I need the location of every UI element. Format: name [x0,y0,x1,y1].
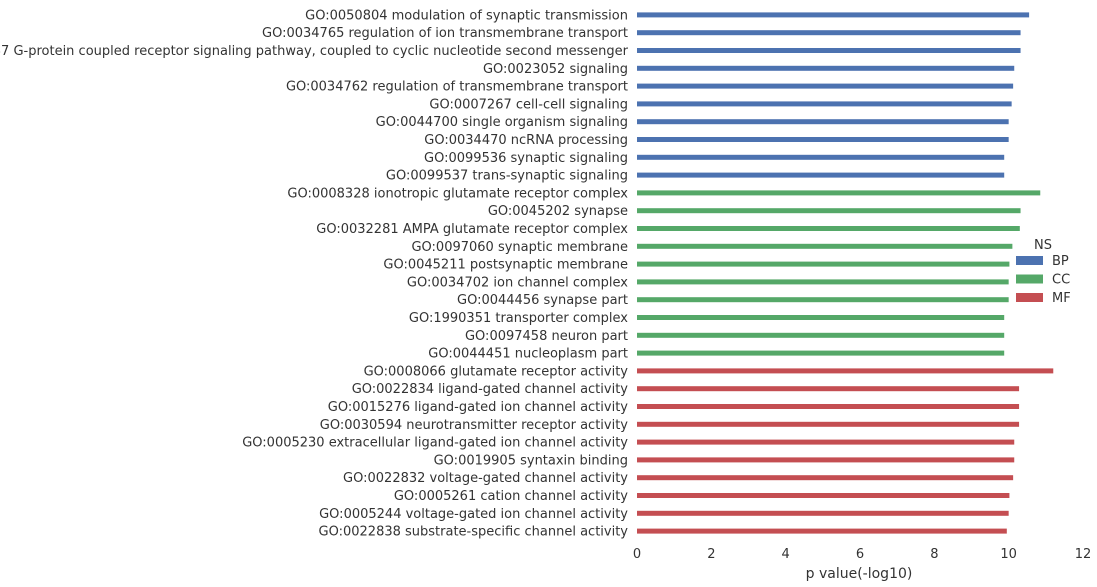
category-label: GO:0005230 extracellular ligand-gated io… [242,436,628,451]
bar [637,386,1020,392]
bar [637,475,1014,481]
x-tick-label: 6 [856,547,864,562]
bar [637,12,1030,18]
x-tick-label: 0 [633,547,641,562]
bar [637,528,1007,534]
bar [637,332,1005,338]
x-tick-label: 2 [707,547,715,562]
bar [637,119,1009,125]
category-label: GO:0099537 trans-synaptic signaling [386,169,628,184]
legend-swatch [1016,274,1043,284]
bar [637,172,1005,178]
legend-label: MF [1052,291,1071,306]
category-label: GO:1990351 transporter complex [409,311,628,326]
bar [637,279,1009,285]
category-label: GO:0045202 synapse [488,204,628,219]
bar [637,439,1015,445]
category-label: GO:0019905 syntaxin binding [434,453,628,468]
x-tick-label: 4 [782,547,790,562]
x-tick-label: 12 [1075,547,1092,562]
category-label: GO:0034762 regulation of transmembrane t… [286,80,628,95]
category-label: GO:0022838 substrate-specific channel ac… [319,525,629,540]
category-label: GO:0008066 glutamate receptor activity [364,364,629,379]
bar [637,315,1005,320]
legend-title: NS [1034,238,1052,253]
bar [637,65,1015,71]
category-label: GO:0005244 voltage-gated ion channel act… [319,507,628,522]
x-ticks-group: 0 2 4 6 8 10 12 [633,547,1091,562]
bar [637,457,1015,463]
legend-swatch [1016,256,1043,265]
bar [637,101,1012,107]
bar [637,30,1021,36]
bar [637,48,1021,53]
category-label: GO:0022832 voltage-gated channel activit… [343,471,628,486]
bar [637,190,1041,196]
bar [637,493,1010,498]
bar [637,243,1013,249]
x-axis-label: p value(-log10) [806,566,913,582]
bar [637,83,1014,89]
bar [637,137,1009,142]
legend-label: BP [1052,254,1069,269]
category-label: GO:0005261 cation channel activity [394,489,628,504]
bar [637,154,1005,160]
bar [637,208,1021,214]
bar [637,226,1020,231]
category-label: GO:0022834 ligand-gated channel activity [352,382,629,397]
x-tick-label: 8 [930,547,938,562]
x-tick-label: 10 [1000,547,1017,562]
category-labels-group: GO:0050804 modulation of synaptic transm… [0,8,629,539]
category-label: GO:0034702 ion channel complex [407,275,628,290]
category-label: GO:0097060 synaptic membrane [411,240,628,255]
bar [637,404,1020,409]
category-label: GO:0097458 neuron part [465,329,628,344]
category-label: GO:0007187 G-protein coupled receptor si… [0,44,629,59]
bar [637,350,1005,356]
bar [637,368,1054,374]
category-label: GO:0007267 cell-cell signaling [429,97,628,112]
legend-label: CC [1052,273,1070,288]
bar [637,510,1009,516]
category-label: GO:0015276 ligand-gated ion channel acti… [328,400,629,415]
category-label: GO:0044451 nucleoplasm part [428,347,628,362]
category-label: GO:0032281 AMPA glutamate receptor compl… [316,222,628,237]
category-label: GO:0050804 modulation of synaptic transm… [305,8,628,23]
bar [637,297,1009,303]
bar [637,261,1010,267]
category-label: GO:0045211 postsynaptic membrane [383,258,628,273]
category-label: GO:0030594 neurotransmitter receptor act… [320,418,629,433]
category-label: GO:0023052 signaling [483,62,628,77]
bars-group [637,12,1054,534]
category-label: GO:0034470 ncRNA processing [424,133,628,148]
legend: NS BP CC MF [1016,238,1071,306]
bar [637,421,1020,427]
category-label: GO:0099536 synaptic signaling [424,151,628,166]
category-label: GO:0044456 synapse part [457,293,628,308]
legend-swatch [1016,293,1043,302]
category-label: GO:0008328 ionotropic glutamate receptor… [287,186,628,201]
category-label: GO:0034765 regulation of ion transmembra… [262,26,628,41]
category-label: GO:0044700 single organism signaling [376,115,628,130]
